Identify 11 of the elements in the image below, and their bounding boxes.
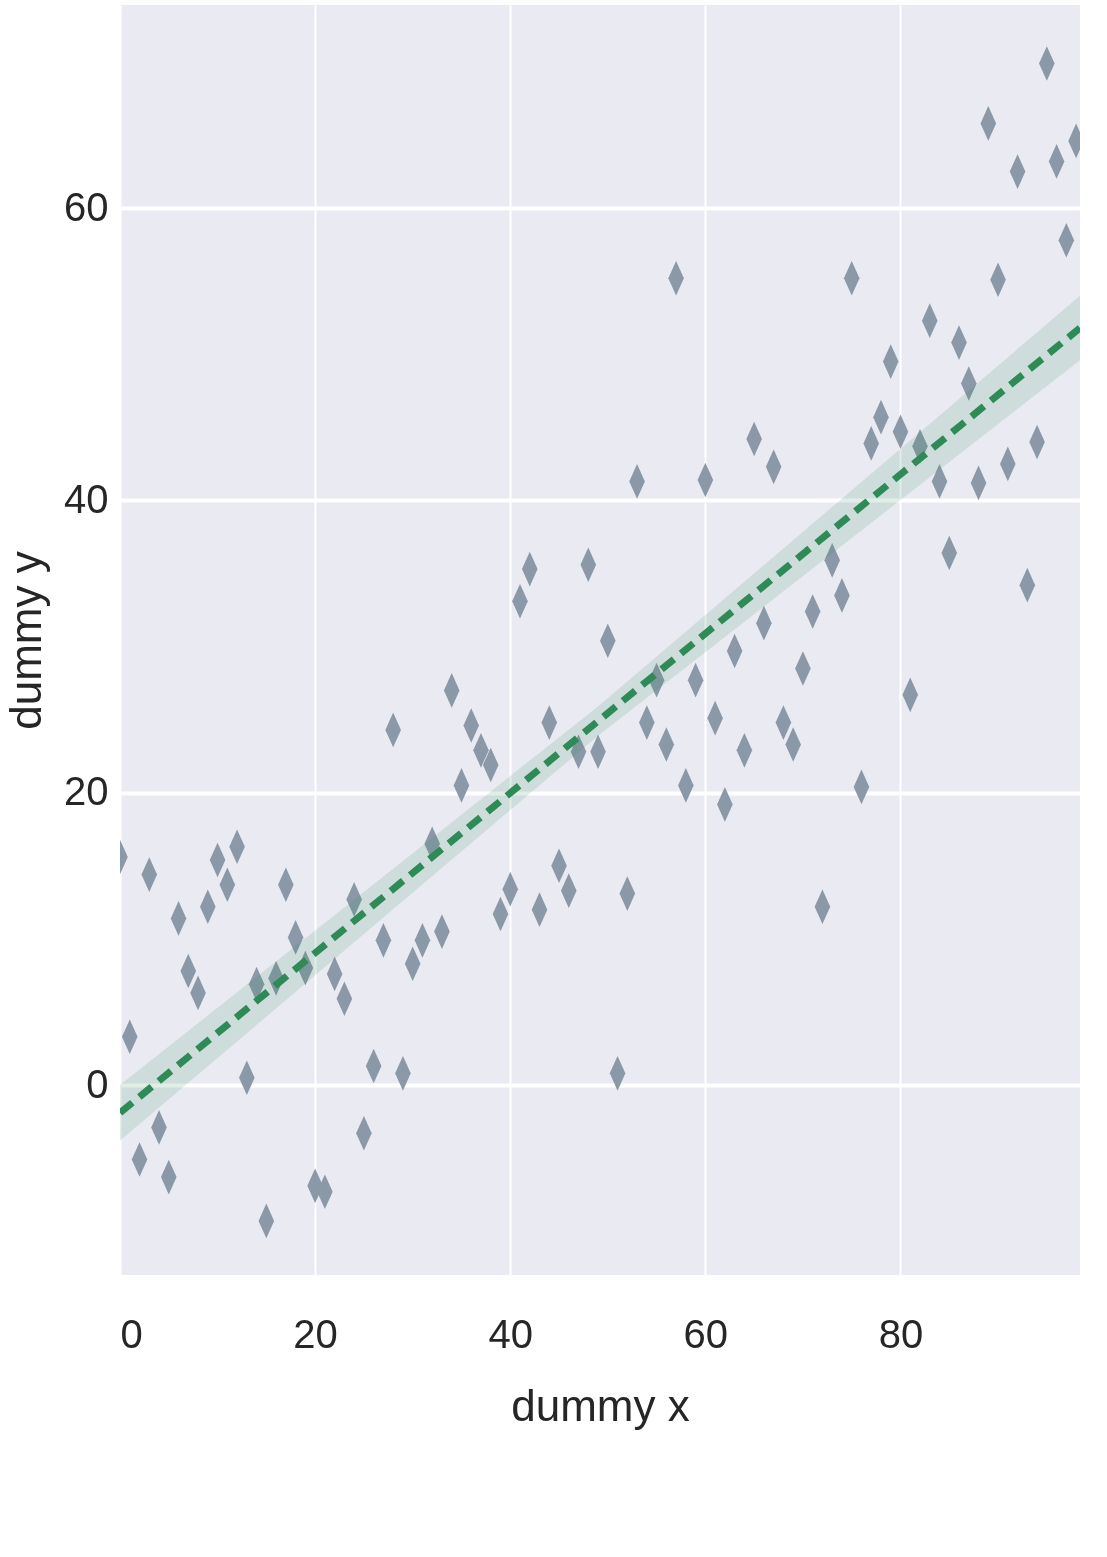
- y-tick-label: 40: [64, 476, 109, 521]
- y-tick-label: 0: [86, 1061, 109, 1106]
- x-tick-label: 60: [683, 1311, 729, 1356]
- y-axis-title: dummy y: [1, 551, 51, 730]
- x-axis-title: dummy x: [511, 1380, 690, 1430]
- x-tick-label: 40: [488, 1311, 533, 1356]
- y-tick-label: 20: [64, 769, 109, 814]
- y-tick-label: 60: [64, 184, 109, 229]
- x-tick-label: 20: [293, 1311, 338, 1356]
- x-tick-label: 0: [120, 1311, 143, 1356]
- x-tick-label: 80: [878, 1311, 924, 1356]
